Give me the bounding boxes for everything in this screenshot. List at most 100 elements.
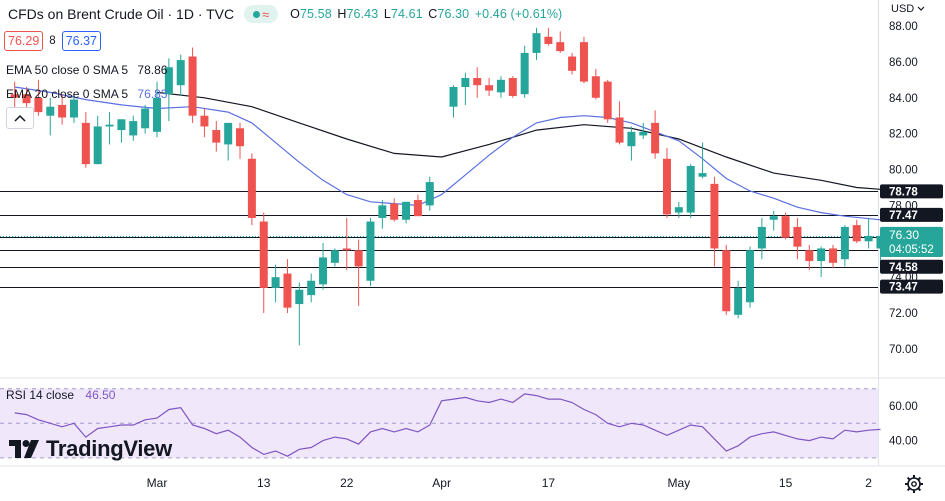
chevron-down-icon — [917, 6, 925, 11]
candle — [176, 54, 185, 96]
change-value: +0.46 (+0.61%) — [474, 7, 563, 21]
candle-body — [425, 182, 434, 206]
candle-body — [117, 119, 126, 131]
candle — [674, 201, 683, 218]
candle-body — [22, 94, 31, 104]
ema50-line — [156, 91, 881, 190]
y-tick-label: 72.00 — [889, 308, 918, 320]
candle-body — [307, 280, 316, 296]
candle-body — [449, 86, 458, 107]
level-price-tag-bg — [880, 259, 943, 274]
candle — [734, 280, 743, 319]
candle — [105, 112, 114, 145]
candle-body — [746, 250, 754, 303]
candle — [236, 122, 245, 159]
candle-body — [793, 226, 802, 247]
x-tick-label: Mar — [147, 476, 168, 490]
candle-body — [283, 273, 292, 308]
candle — [402, 201, 411, 224]
bid-ask-panel: 76.29 8 76.37 — [4, 31, 101, 51]
high-value: 76.43 — [346, 7, 379, 21]
candle-body — [402, 201, 411, 220]
ema20-legend[interactable]: EMA 20 close 0 SMA 5 76.83 — [6, 87, 167, 101]
candle — [639, 122, 648, 140]
candle-body — [805, 250, 814, 262]
candle — [259, 212, 268, 314]
candle-body — [674, 207, 683, 213]
candle-body — [34, 97, 43, 113]
candle-body — [603, 81, 612, 120]
y-tick-label: 86.00 — [889, 57, 918, 69]
candle — [366, 217, 375, 287]
candle-body — [757, 226, 766, 249]
candle-body — [319, 257, 328, 285]
candle — [520, 45, 529, 98]
candle-body — [496, 79, 505, 93]
low-label: L — [383, 7, 391, 21]
symbol-title[interactable]: CFDs on Brent Crude Oil · 1D · TVC — [8, 6, 235, 22]
wave-icon: ≈ — [262, 6, 270, 22]
candle — [224, 122, 233, 161]
settings-gear-icon[interactable] — [904, 474, 924, 494]
candle — [212, 121, 221, 152]
rsi-legend[interactable]: RSI 14 close 46.50 — [6, 388, 115, 402]
candle — [662, 147, 671, 218]
candle — [117, 119, 126, 143]
tradingview-logo[interactable]: TradingView — [9, 436, 172, 462]
candle — [153, 81, 161, 138]
candle-body — [58, 104, 67, 118]
market-status-badge[interactable]: ≈ — [244, 5, 279, 23]
candle-body — [236, 128, 245, 147]
candle-body — [330, 250, 339, 263]
candle — [58, 94, 67, 125]
candle-body — [639, 131, 648, 136]
candle-body — [212, 130, 221, 143]
candle — [805, 244, 814, 270]
x-tick-label: 15 — [779, 476, 793, 490]
candle — [615, 101, 624, 145]
candle — [710, 176, 719, 267]
candle — [330, 248, 339, 267]
y-tick-label: 70.00 — [889, 344, 918, 356]
candle — [378, 200, 387, 229]
candle-body — [259, 221, 268, 288]
candle — [568, 52, 577, 75]
candle-body — [81, 122, 90, 165]
candle-body — [188, 56, 197, 116]
candle-body — [840, 226, 849, 260]
candle-body — [485, 85, 494, 91]
candle — [864, 217, 873, 249]
rsi-tick-label: 40.00 — [889, 436, 918, 448]
bid-price-button[interactable]: 76.29 — [4, 31, 44, 51]
ema20-label: EMA 20 close 0 SMA 5 — [6, 87, 129, 101]
candle — [496, 76, 505, 98]
candle-body — [164, 67, 173, 95]
candle-body — [390, 203, 399, 220]
chart-header: CFDs on Brent Crude Oil · 1D · TVC ≈ O75… — [8, 5, 564, 23]
candle-body — [354, 250, 363, 267]
candle-body — [781, 216, 790, 238]
candle-body — [271, 277, 280, 288]
candle-body — [46, 106, 55, 116]
current-price-tag: 76.30 — [889, 228, 919, 242]
candle-body — [627, 131, 636, 147]
candle-body — [864, 235, 873, 242]
market-open-dot-icon — [253, 10, 261, 18]
candle-body — [176, 60, 185, 86]
candle-body — [710, 183, 719, 249]
currency-selector[interactable]: USD — [891, 3, 925, 15]
candle — [449, 85, 458, 118]
candle-body — [508, 78, 517, 96]
ema50-legend[interactable]: EMA 50 close 0 SMA 5 78.86 — [6, 63, 167, 77]
collapse-legend-button[interactable] — [6, 107, 34, 129]
current-price-tag-bg — [880, 226, 943, 257]
low-value: 74.61 — [390, 7, 423, 21]
candle-body — [378, 205, 387, 218]
candle-body — [686, 165, 695, 213]
candle-body — [852, 225, 861, 242]
candle — [829, 244, 838, 269]
ask-price-button[interactable]: 76.37 — [61, 31, 101, 51]
ohlc-readout: O75.58 H76.43 L74.61 C76.30 +0.46 (+0.61… — [290, 7, 564, 21]
level-price-tag: 77.47 — [889, 210, 918, 222]
